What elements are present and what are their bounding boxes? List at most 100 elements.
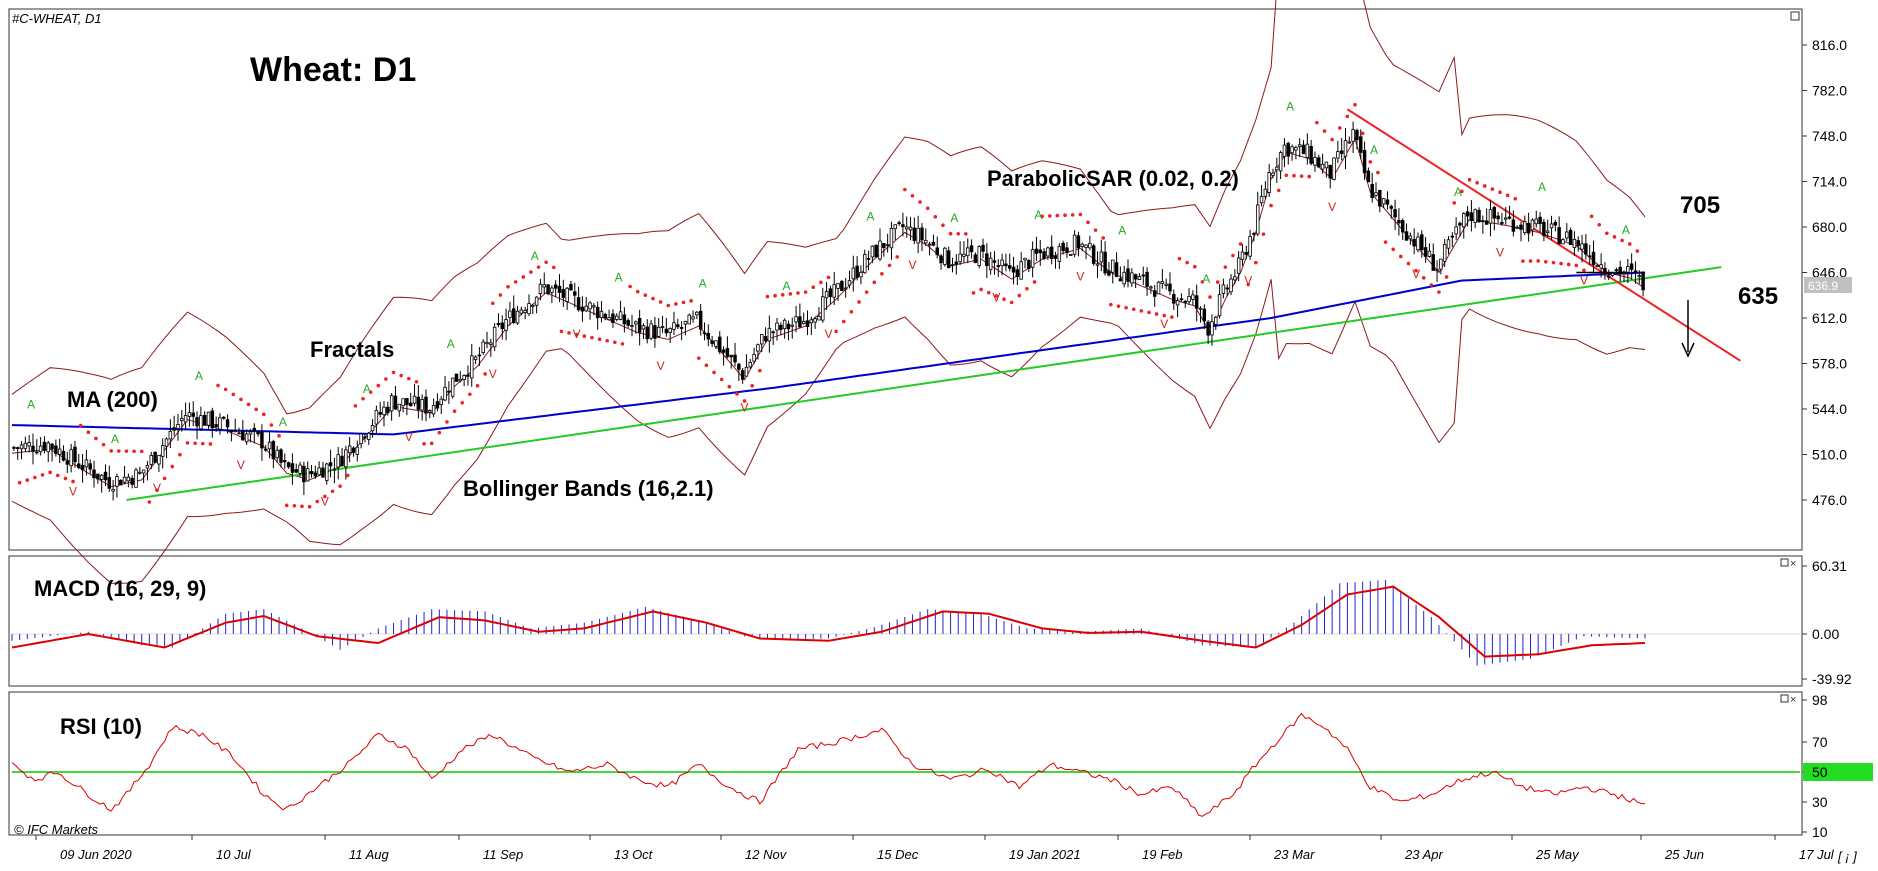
candle-body xyxy=(309,471,314,474)
sar-dot xyxy=(1147,310,1151,315)
candle-body xyxy=(1347,141,1352,144)
candle-body xyxy=(1042,251,1046,259)
sar-dot xyxy=(399,373,403,378)
sar-dot xyxy=(208,442,213,446)
chart-title: Wheat: D1 xyxy=(250,51,416,89)
sar-dot xyxy=(773,293,777,298)
candle-body xyxy=(508,310,512,318)
sar-dot xyxy=(1635,249,1640,253)
macd-panel-maximize-button[interactable] xyxy=(1780,558,1789,567)
sar-dot xyxy=(1528,259,1533,263)
candle-body xyxy=(145,465,150,469)
candle-body xyxy=(149,455,153,465)
candle-body xyxy=(1484,220,1489,225)
candle-body xyxy=(271,441,276,460)
candle-body xyxy=(798,316,802,328)
sar-dot xyxy=(1322,129,1327,133)
candle-body xyxy=(1370,184,1374,199)
candle-body xyxy=(1297,144,1302,148)
candle-body xyxy=(1152,290,1157,297)
candle-body xyxy=(1561,239,1565,245)
fractal-down-marker: V xyxy=(1328,200,1336,214)
sar-dot xyxy=(1414,268,1418,273)
candle-body xyxy=(1389,205,1394,209)
candle-body xyxy=(595,306,600,319)
candle-body xyxy=(1595,265,1600,267)
candle-body xyxy=(534,296,539,306)
candle-body xyxy=(950,264,955,267)
sar-dot xyxy=(1467,177,1472,182)
candle-body xyxy=(252,427,257,432)
candle-body xyxy=(988,257,993,271)
sar-dot xyxy=(262,412,266,417)
candle-body xyxy=(1618,266,1622,275)
date-axis-label: 23 Apr xyxy=(1404,847,1443,862)
candle-body xyxy=(1549,223,1554,229)
candle-body xyxy=(1408,235,1413,240)
fractal-down-marker: V xyxy=(825,327,833,341)
candle-body xyxy=(389,395,394,412)
candle-body xyxy=(328,462,333,467)
sar-dot xyxy=(956,232,961,236)
candle-body xyxy=(355,446,360,455)
candle-body xyxy=(99,474,104,480)
candle-body xyxy=(645,326,650,340)
sar-dot xyxy=(887,263,892,268)
candle-body xyxy=(897,222,901,225)
macd-axis-label: 60.31 xyxy=(1812,558,1847,574)
candle-body xyxy=(31,445,35,452)
price-panel-maximize-button[interactable] xyxy=(1790,11,1800,21)
candle-body xyxy=(111,488,115,492)
macd-panel-close-icon[interactable]: × xyxy=(1790,558,1796,570)
sar-dot xyxy=(1040,214,1044,219)
candle-body xyxy=(885,244,890,247)
sar-dot xyxy=(437,430,442,435)
candle-body xyxy=(1091,245,1096,264)
candle-body xyxy=(1557,227,1561,245)
candle-body xyxy=(1584,243,1588,255)
candle-body xyxy=(1420,234,1424,251)
candle-body xyxy=(714,340,718,347)
sar-dot xyxy=(819,280,823,285)
candle-body xyxy=(367,432,371,440)
sar-dot xyxy=(429,441,434,446)
candle-body xyxy=(931,241,936,246)
candle-body xyxy=(1072,234,1077,255)
candle-body xyxy=(1328,164,1332,179)
price-axis-label: 680.0 xyxy=(1812,219,1847,235)
candle-body xyxy=(672,322,676,330)
sar-dot xyxy=(758,368,762,373)
sar-dot xyxy=(1154,312,1159,316)
scroll-button[interactable]: [ ¡ ] xyxy=(1837,849,1857,864)
sar-dot xyxy=(1566,262,1571,267)
price-axis-label: 510.0 xyxy=(1812,447,1847,463)
candle-body xyxy=(920,227,924,241)
sar-dot xyxy=(323,494,327,499)
sar-dot xyxy=(918,200,922,204)
sar-dot xyxy=(1475,181,1479,185)
rsi-level-label: 50 xyxy=(1812,764,1828,780)
rsi-panel-maximize-button[interactable] xyxy=(1780,694,1789,703)
sar-dot xyxy=(185,441,190,445)
rsi-panel-close-icon[interactable]: × xyxy=(1790,694,1796,706)
candle-body xyxy=(485,342,489,345)
candle-body xyxy=(103,471,108,481)
sar-dot xyxy=(284,503,289,508)
candle-body xyxy=(336,454,340,468)
sar-dot xyxy=(1269,203,1273,208)
candle-body xyxy=(401,398,405,407)
candle-body xyxy=(1076,235,1081,249)
candle-body xyxy=(1393,209,1397,218)
sar-dot xyxy=(1627,242,1632,246)
price-axis-label: 476.0 xyxy=(1812,492,1847,508)
candle-body xyxy=(283,460,287,463)
candle-body xyxy=(744,366,749,377)
sar-dot xyxy=(1315,120,1319,125)
sar-dot xyxy=(811,285,816,290)
sar-dot xyxy=(338,484,342,488)
candle-body xyxy=(1614,269,1619,272)
date-axis-label: 15 Dec xyxy=(877,847,919,862)
sar-dot xyxy=(1330,137,1334,142)
sar-dot xyxy=(1337,126,1342,130)
candle-body xyxy=(1397,219,1401,224)
